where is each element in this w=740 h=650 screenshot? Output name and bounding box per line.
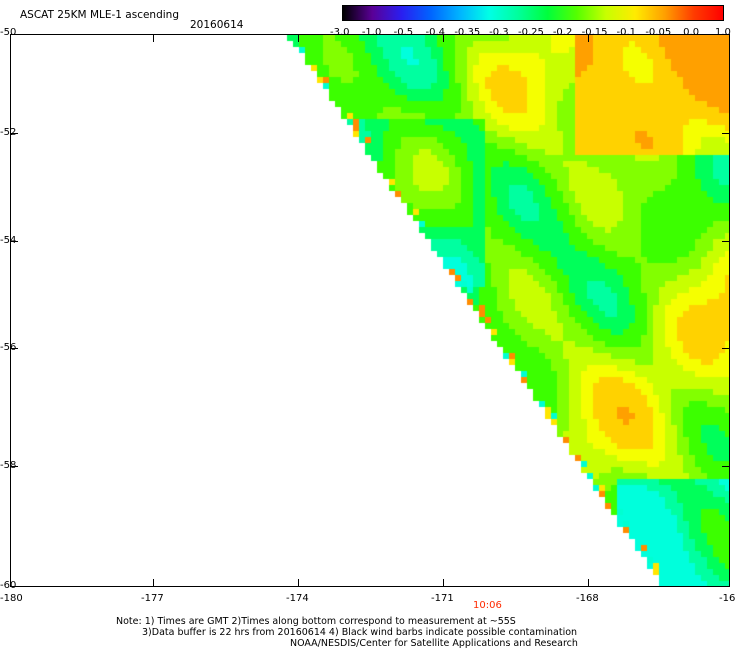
colorbar-tick-label: 0.0 [683, 27, 700, 38]
lat-label: -58 [0, 460, 17, 471]
colorbar-tick-label: -0.1 [616, 27, 637, 38]
date-label: 20160614 [190, 19, 244, 31]
colorbar-tick-label: -1.0 [361, 27, 382, 38]
colorbar-tick-label: -0.25 [518, 27, 544, 38]
lat-label: -50 [0, 27, 17, 38]
lon-label: -171 [431, 593, 454, 604]
time-label: 10:06 [473, 600, 502, 611]
colorbar-tick-label: 1.0 [715, 27, 731, 38]
colorbar-tick-label: -0.4 [425, 27, 446, 38]
colorbar-tick-label: -0.2 [552, 27, 573, 38]
lat-label: -54 [0, 235, 17, 246]
lat-label: -56 [0, 342, 17, 353]
lon-label: -16 [719, 593, 736, 604]
colorbar [342, 5, 724, 21]
lon-label: -168 [576, 593, 599, 604]
note-line-1: Note: 1) Times are GMT 2)Times along bot… [116, 616, 516, 627]
product-title: ASCAT 25KM MLE-1 ascending [20, 9, 179, 21]
colorbar-tick-label: -0.5 [393, 27, 414, 38]
colorbar-tick-label: -0.35 [454, 27, 481, 38]
note-line-3: NOAA/NESDIS/Center for Satellite Applica… [290, 638, 578, 649]
lon-label: -174 [286, 593, 309, 604]
lon-label: -180 [0, 593, 23, 604]
map-plot [10, 34, 730, 587]
wind-swath-grid [11, 35, 729, 586]
colorbar-tick-label: -0.15 [581, 27, 608, 38]
lon-label: -177 [141, 593, 164, 604]
colorbar-tick-label: -3.0 [330, 27, 350, 38]
colorbar-tick-label: -0.3 [489, 27, 509, 38]
colorbar-tick-label: -0.05 [645, 27, 672, 38]
note-line-2: 3)Data buffer is 22 hrs from 20160614 4)… [142, 627, 578, 638]
lat-label: -60 [0, 580, 17, 591]
lat-label: -52 [0, 127, 17, 138]
